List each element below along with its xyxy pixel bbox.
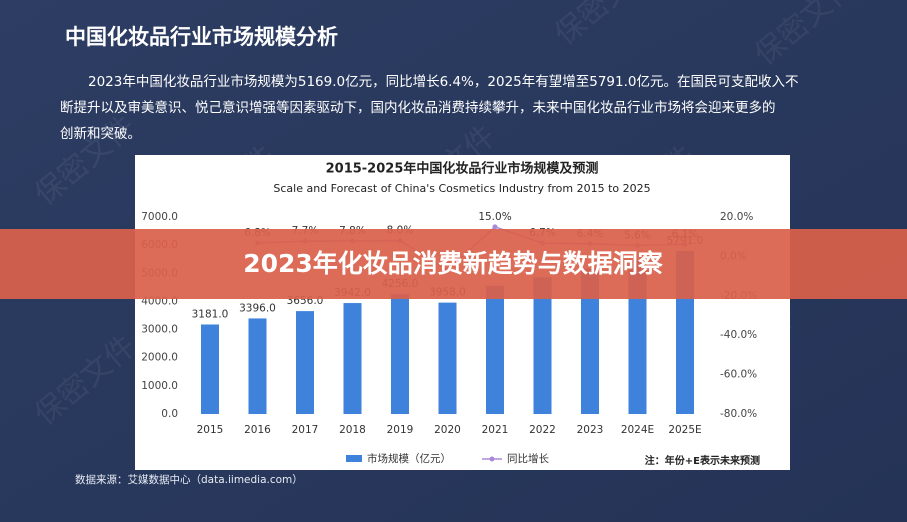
x-tick-label: 2016 xyxy=(244,424,271,436)
bar xyxy=(533,277,552,414)
line-value-label: 15.0% xyxy=(478,211,511,223)
y-tick-label: 2000.0 xyxy=(141,352,178,364)
y-tick-label: 7000.0 xyxy=(141,211,178,223)
legend-swatch xyxy=(489,456,495,462)
y2-tick-label: -40.0% xyxy=(720,329,757,341)
x-tick-label: 2020 xyxy=(434,424,461,436)
x-tick-label: 2021 xyxy=(482,424,509,436)
y2-tick-label: -80.0% xyxy=(720,408,757,420)
bar-value-label: 3181.0 xyxy=(192,308,229,320)
paragraph-line: 2023年中国化妆品行业市场规模为5169.0亿元，同比增长6.4%，2025年… xyxy=(88,73,798,90)
paragraph-line: 创新和突破。 xyxy=(60,126,141,142)
bar xyxy=(486,285,504,414)
bar xyxy=(581,268,599,414)
banner xyxy=(0,229,907,299)
x-tick-label: 2019 xyxy=(387,424,414,436)
bar xyxy=(248,318,267,414)
y-tick-label: 3000.0 xyxy=(141,324,178,336)
chart-title: 2015-2025年中国化妆品行业市场规模及预测 xyxy=(326,161,599,177)
banner-text: 2023年化妆品消费新趋势与数据洞察 xyxy=(243,249,664,278)
y2-tick-label: 20.0% xyxy=(720,211,753,223)
bar-value-label: 3396.0 xyxy=(239,302,276,314)
x-tick-label: 2025E xyxy=(668,424,701,436)
source: 数据来源：艾媒数据中心（data.iimedia.com） xyxy=(75,473,303,486)
y-tick-label: 0.0 xyxy=(161,408,178,420)
x-tick-label: 2022 xyxy=(529,424,556,436)
x-tick-label: 2015 xyxy=(197,424,224,436)
bar xyxy=(296,311,314,414)
y2-tick-label: -60.0% xyxy=(720,369,757,381)
line-marker xyxy=(492,224,498,230)
bar xyxy=(201,324,219,414)
legend-label: 市场规模（亿元） xyxy=(367,452,451,465)
paragraph-line: 断提升以及审美意识、悦己意识增强等因素驱动下，国内化妆品消费持续攀升，未来中国化… xyxy=(60,99,776,116)
legend-label: 同比增长 xyxy=(507,452,549,465)
chart-subtitle: Scale and Forecast of China's Cosmetics … xyxy=(273,182,650,195)
bar xyxy=(391,294,409,414)
legend-swatch xyxy=(346,455,362,462)
bar xyxy=(343,303,362,414)
y-tick-label: 1000.0 xyxy=(141,380,178,392)
x-tick-label: 2024E xyxy=(621,424,654,436)
x-tick-label: 2018 xyxy=(339,424,366,436)
x-tick-label: 2023 xyxy=(577,424,604,436)
heading: 中国化妆品行业市场规模分析 xyxy=(65,25,338,49)
chart-note: 注：年份+E表示未来预测 xyxy=(645,454,760,467)
x-tick-label: 2017 xyxy=(292,424,319,436)
bar xyxy=(438,302,457,414)
